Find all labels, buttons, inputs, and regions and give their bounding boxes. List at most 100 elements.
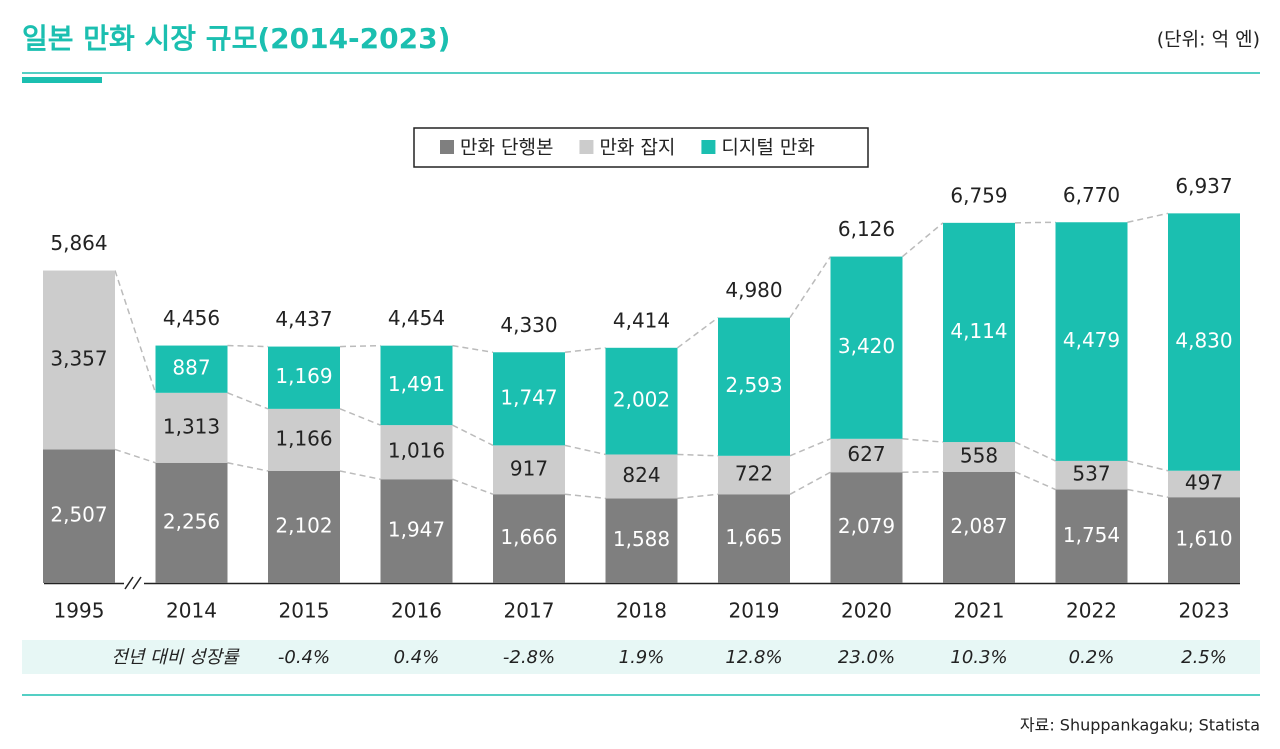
total-label: 4,437: [275, 307, 332, 331]
bar-segment: [943, 442, 1015, 472]
bar-segment: [943, 222, 1015, 443]
bar-segment: [380, 425, 453, 480]
growth-label: 1.9%: [619, 647, 665, 668]
value-label: 1,666: [500, 525, 557, 549]
connector: [339, 470, 381, 480]
value-label: 824: [622, 463, 660, 487]
connector: [1014, 471, 1056, 491]
value-label: 4,830: [1175, 329, 1232, 353]
growth-label: 0.4%: [394, 647, 440, 668]
value-label: 1,491: [388, 372, 445, 396]
connector: [1127, 212, 1169, 223]
bar-segment: [380, 479, 453, 583]
value-label: 4,479: [1063, 328, 1120, 352]
bar-segment: [605, 454, 678, 499]
bar-segment: [1168, 213, 1240, 471]
x-tick-label: 2020: [841, 599, 892, 623]
value-label: 2,507: [50, 503, 107, 527]
chart-title: 일본 만화 시장 규모(2014-2023): [22, 22, 450, 55]
x-tick-label: 2014: [166, 599, 217, 623]
bar-segment: [605, 498, 678, 583]
source: 자료: Shuppankagaku; Statista: [1020, 716, 1260, 735]
header-accent: [22, 77, 102, 83]
connectors: [114, 212, 1169, 500]
bar-segment: [43, 270, 115, 450]
unit-label: (단위: 억 엔): [1157, 29, 1260, 51]
value-label: 1,747: [500, 385, 557, 409]
connector: [677, 453, 719, 457]
total-label: 4,456: [163, 306, 220, 330]
bar-segment: [1055, 489, 1128, 583]
legend-label: 디지털 만화: [721, 137, 814, 159]
axis-break: [124, 576, 144, 590]
connector: [452, 344, 494, 354]
connector: [789, 471, 831, 495]
connector: [902, 438, 944, 443]
bar-segment: [830, 472, 903, 583]
connector: [564, 493, 606, 500]
value-label: 1,313: [163, 414, 220, 438]
legend-swatch: [579, 140, 594, 154]
legend-box: [413, 127, 869, 168]
total-label: 5,864: [50, 231, 107, 255]
legend-label: 만화 잡지: [599, 137, 675, 159]
connector: [789, 256, 832, 319]
bar-segment: [268, 346, 340, 409]
connector: [339, 408, 381, 426]
value-label: 1,754: [1063, 523, 1120, 547]
bar-segment: [1168, 470, 1240, 498]
connector: [114, 448, 156, 464]
value-label: 3,357: [50, 346, 107, 370]
bar-segment: [43, 449, 115, 583]
growth-row-bg: [22, 640, 1260, 674]
growth-label: 12.8%: [725, 647, 782, 668]
bar-segment: [493, 352, 565, 446]
x-tick-label: 1995: [54, 599, 105, 623]
bar-segment: [380, 345, 453, 426]
total-label: 4,330: [500, 313, 557, 337]
legend-swatch: [701, 140, 716, 154]
value-label: 2,256: [163, 509, 220, 533]
total-label: 4,414: [613, 308, 670, 332]
value-label: 887: [172, 356, 210, 380]
bar-segment: [493, 445, 565, 495]
value-label: 2,079: [838, 514, 895, 538]
connector: [452, 424, 494, 447]
x-tick-label: 2021: [954, 599, 1005, 623]
x-tick-label: 2019: [729, 599, 780, 623]
value-label: 2,087: [950, 514, 1007, 538]
total-label: 6,770: [1063, 183, 1120, 207]
growth-title: 전년 대비 성장률: [111, 647, 240, 668]
value-label: 1,665: [725, 525, 782, 549]
connector: [789, 438, 831, 457]
value-label: 2,102: [275, 513, 332, 537]
value-label: 2,593: [725, 373, 782, 397]
legend-swatch: [440, 140, 454, 154]
total-label: 6,759: [950, 183, 1007, 207]
x-tick-label: 2022: [1066, 599, 1117, 623]
connector: [902, 222, 944, 258]
growth-label: 0.2%: [1069, 647, 1115, 668]
connector: [564, 347, 606, 354]
bar-segment: [1168, 497, 1240, 583]
total-label: 6,126: [838, 217, 895, 241]
growth-label: -2.8%: [503, 647, 555, 668]
connector: [677, 317, 719, 349]
value-label: 1,169: [275, 364, 332, 388]
value-label: 2,002: [613, 388, 670, 412]
connector: [1014, 221, 1056, 224]
value-label: 1,016: [388, 439, 445, 463]
value-label: 497: [1185, 470, 1223, 494]
bar-segment: [268, 408, 340, 471]
value-label: 4,114: [950, 319, 1007, 343]
bar-segment: [493, 494, 565, 583]
value-label: 627: [847, 442, 885, 466]
bar-segment: [943, 471, 1015, 583]
legend-label: 만화 단행본: [460, 137, 553, 159]
value-label: 1,610: [1175, 527, 1232, 551]
value-label: 1,166: [275, 426, 332, 450]
connector: [114, 270, 157, 394]
total-label: 6,937: [1175, 174, 1232, 198]
connector: [339, 344, 381, 348]
value-label: 722: [735, 462, 773, 486]
